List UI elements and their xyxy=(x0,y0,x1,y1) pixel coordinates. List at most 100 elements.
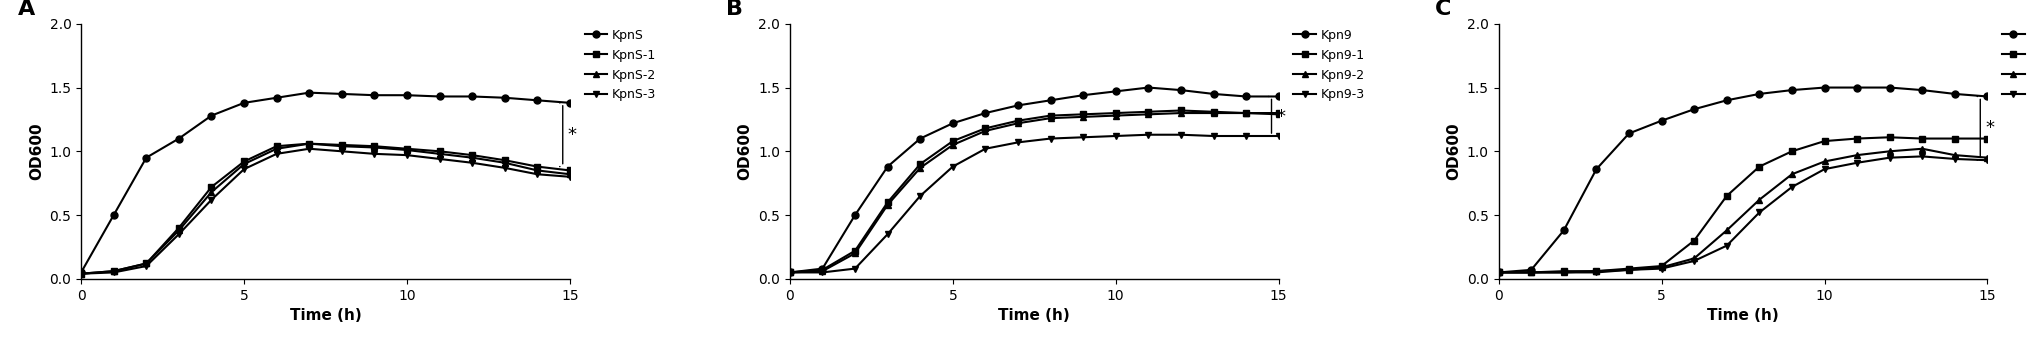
Kpn9-2 xyxy=(844,251,868,255)
Kpn9-1 xyxy=(1006,119,1030,123)
Kpn27-2 xyxy=(1681,256,1706,260)
Kpn27-1 xyxy=(1943,136,1967,141)
Kpn27-2 xyxy=(1551,270,1576,274)
Kpn27-3 xyxy=(1878,156,1902,160)
Kpn9 xyxy=(844,213,868,217)
Line: Kpn9-1: Kpn9-1 xyxy=(787,107,1282,276)
Kpn9-2 xyxy=(941,143,965,147)
KpnS-2 xyxy=(331,144,355,148)
Kpn9-2 xyxy=(1038,116,1063,120)
KpnS-3 xyxy=(69,272,93,276)
KpnS-1 xyxy=(428,149,452,153)
KpnS-3 xyxy=(460,161,485,165)
Kpn9-3 xyxy=(1233,134,1257,138)
KpnS-2 xyxy=(199,190,223,194)
Kpn9-3 xyxy=(1103,134,1128,138)
Line: Kpn27-3: Kpn27-3 xyxy=(1495,153,1991,276)
Kpn27-2 xyxy=(1748,198,1772,202)
Kpn27-3 xyxy=(1748,210,1772,215)
KpnS-1 xyxy=(199,185,223,189)
Kpn27-3 xyxy=(1519,270,1543,274)
KpnS-2 xyxy=(460,156,485,160)
Kpn9-3 xyxy=(1136,133,1160,137)
KpnS xyxy=(331,92,355,96)
KpnS-1 xyxy=(264,144,288,148)
Kpn9-1 xyxy=(811,268,836,272)
KpnS-2 xyxy=(296,141,320,146)
KpnS-1 xyxy=(525,165,550,169)
KpnS-2 xyxy=(525,168,550,172)
Kpn27-1 xyxy=(1845,136,1870,141)
Kpn9-3 xyxy=(811,270,836,274)
Kpn9-1 xyxy=(1268,111,1292,115)
Kpn9-3 xyxy=(1038,136,1063,141)
KpnS-1 xyxy=(166,226,191,230)
KpnS xyxy=(558,101,582,105)
Kpn9-1 xyxy=(1168,108,1192,113)
KpnS xyxy=(199,114,223,118)
Line: Kpn27-1: Kpn27-1 xyxy=(1495,134,1991,276)
Text: C: C xyxy=(1436,0,1452,19)
Kpn27-2 xyxy=(1487,270,1511,274)
Kpn27 xyxy=(1943,92,1967,96)
KpnS-1 xyxy=(331,143,355,147)
Kpn9-2 xyxy=(1201,111,1225,115)
Kpn27-3 xyxy=(1616,268,1641,272)
Line: Kpn9-3: Kpn9-3 xyxy=(787,131,1282,276)
Kpn9 xyxy=(777,270,801,274)
Kpn9-2 xyxy=(909,166,933,170)
Kpn27-1 xyxy=(1748,165,1772,169)
Y-axis label: OD600: OD600 xyxy=(738,122,752,180)
KpnS-3 xyxy=(199,198,223,202)
Kpn9-3 xyxy=(1168,133,1192,137)
KpnS-2 xyxy=(493,161,517,165)
KpnS xyxy=(460,95,485,99)
X-axis label: Time (h): Time (h) xyxy=(290,308,361,323)
Kpn27-2 xyxy=(1519,270,1543,274)
KpnS xyxy=(493,96,517,100)
KpnS-3 xyxy=(525,172,550,176)
Kpn9-3 xyxy=(973,147,998,151)
Kpn27 xyxy=(1910,88,1935,92)
Kpn27-2 xyxy=(1616,268,1641,272)
Line: Kpn27-2: Kpn27-2 xyxy=(1495,145,1991,276)
KpnS-1 xyxy=(296,141,320,146)
KpnS-3 xyxy=(166,232,191,236)
KpnS-3 xyxy=(493,166,517,170)
Y-axis label: OD600: OD600 xyxy=(28,122,45,180)
Line: KpnS-3: KpnS-3 xyxy=(77,145,574,277)
Kpn9-3 xyxy=(777,270,801,274)
KpnS-2 xyxy=(101,269,126,273)
Kpn27 xyxy=(1487,270,1511,274)
Kpn9-3 xyxy=(1201,134,1225,138)
Kpn9-2 xyxy=(973,129,998,133)
Kpn9-2 xyxy=(1168,111,1192,115)
KpnS-2 xyxy=(231,162,256,166)
KpnS xyxy=(395,93,420,97)
Kpn9-1 xyxy=(909,162,933,166)
KpnS xyxy=(166,136,191,141)
Kpn27-1 xyxy=(1487,270,1511,274)
Kpn27 xyxy=(1878,86,1902,90)
KpnS-1 xyxy=(558,168,582,172)
Kpn27-1 xyxy=(1616,267,1641,271)
Kpn9 xyxy=(909,136,933,141)
Kpn27 xyxy=(1616,132,1641,136)
Kpn9-2 xyxy=(1136,112,1160,116)
Kpn9 xyxy=(1233,95,1257,99)
Text: *: * xyxy=(568,126,576,144)
Kpn9-1 xyxy=(1136,110,1160,114)
Kpn27 xyxy=(1975,95,2000,99)
Kpn27-1 xyxy=(1910,136,1935,141)
Line: KpnS: KpnS xyxy=(77,89,574,276)
Kpn27-3 xyxy=(1714,243,1738,248)
Kpn27-3 xyxy=(1584,270,1608,274)
KpnS-1 xyxy=(493,158,517,162)
KpnS-2 xyxy=(264,147,288,151)
Kpn27-1 xyxy=(1584,269,1608,273)
KpnS xyxy=(134,156,158,160)
Kpn27-3 xyxy=(1681,259,1706,263)
KpnS-3 xyxy=(264,152,288,156)
Kpn9-1 xyxy=(1038,114,1063,118)
Legend: Kpn27, Kpn27-1, Kpn27-2, Kpn27-3: Kpn27, Kpn27-1, Kpn27-2, Kpn27-3 xyxy=(1998,24,2028,106)
